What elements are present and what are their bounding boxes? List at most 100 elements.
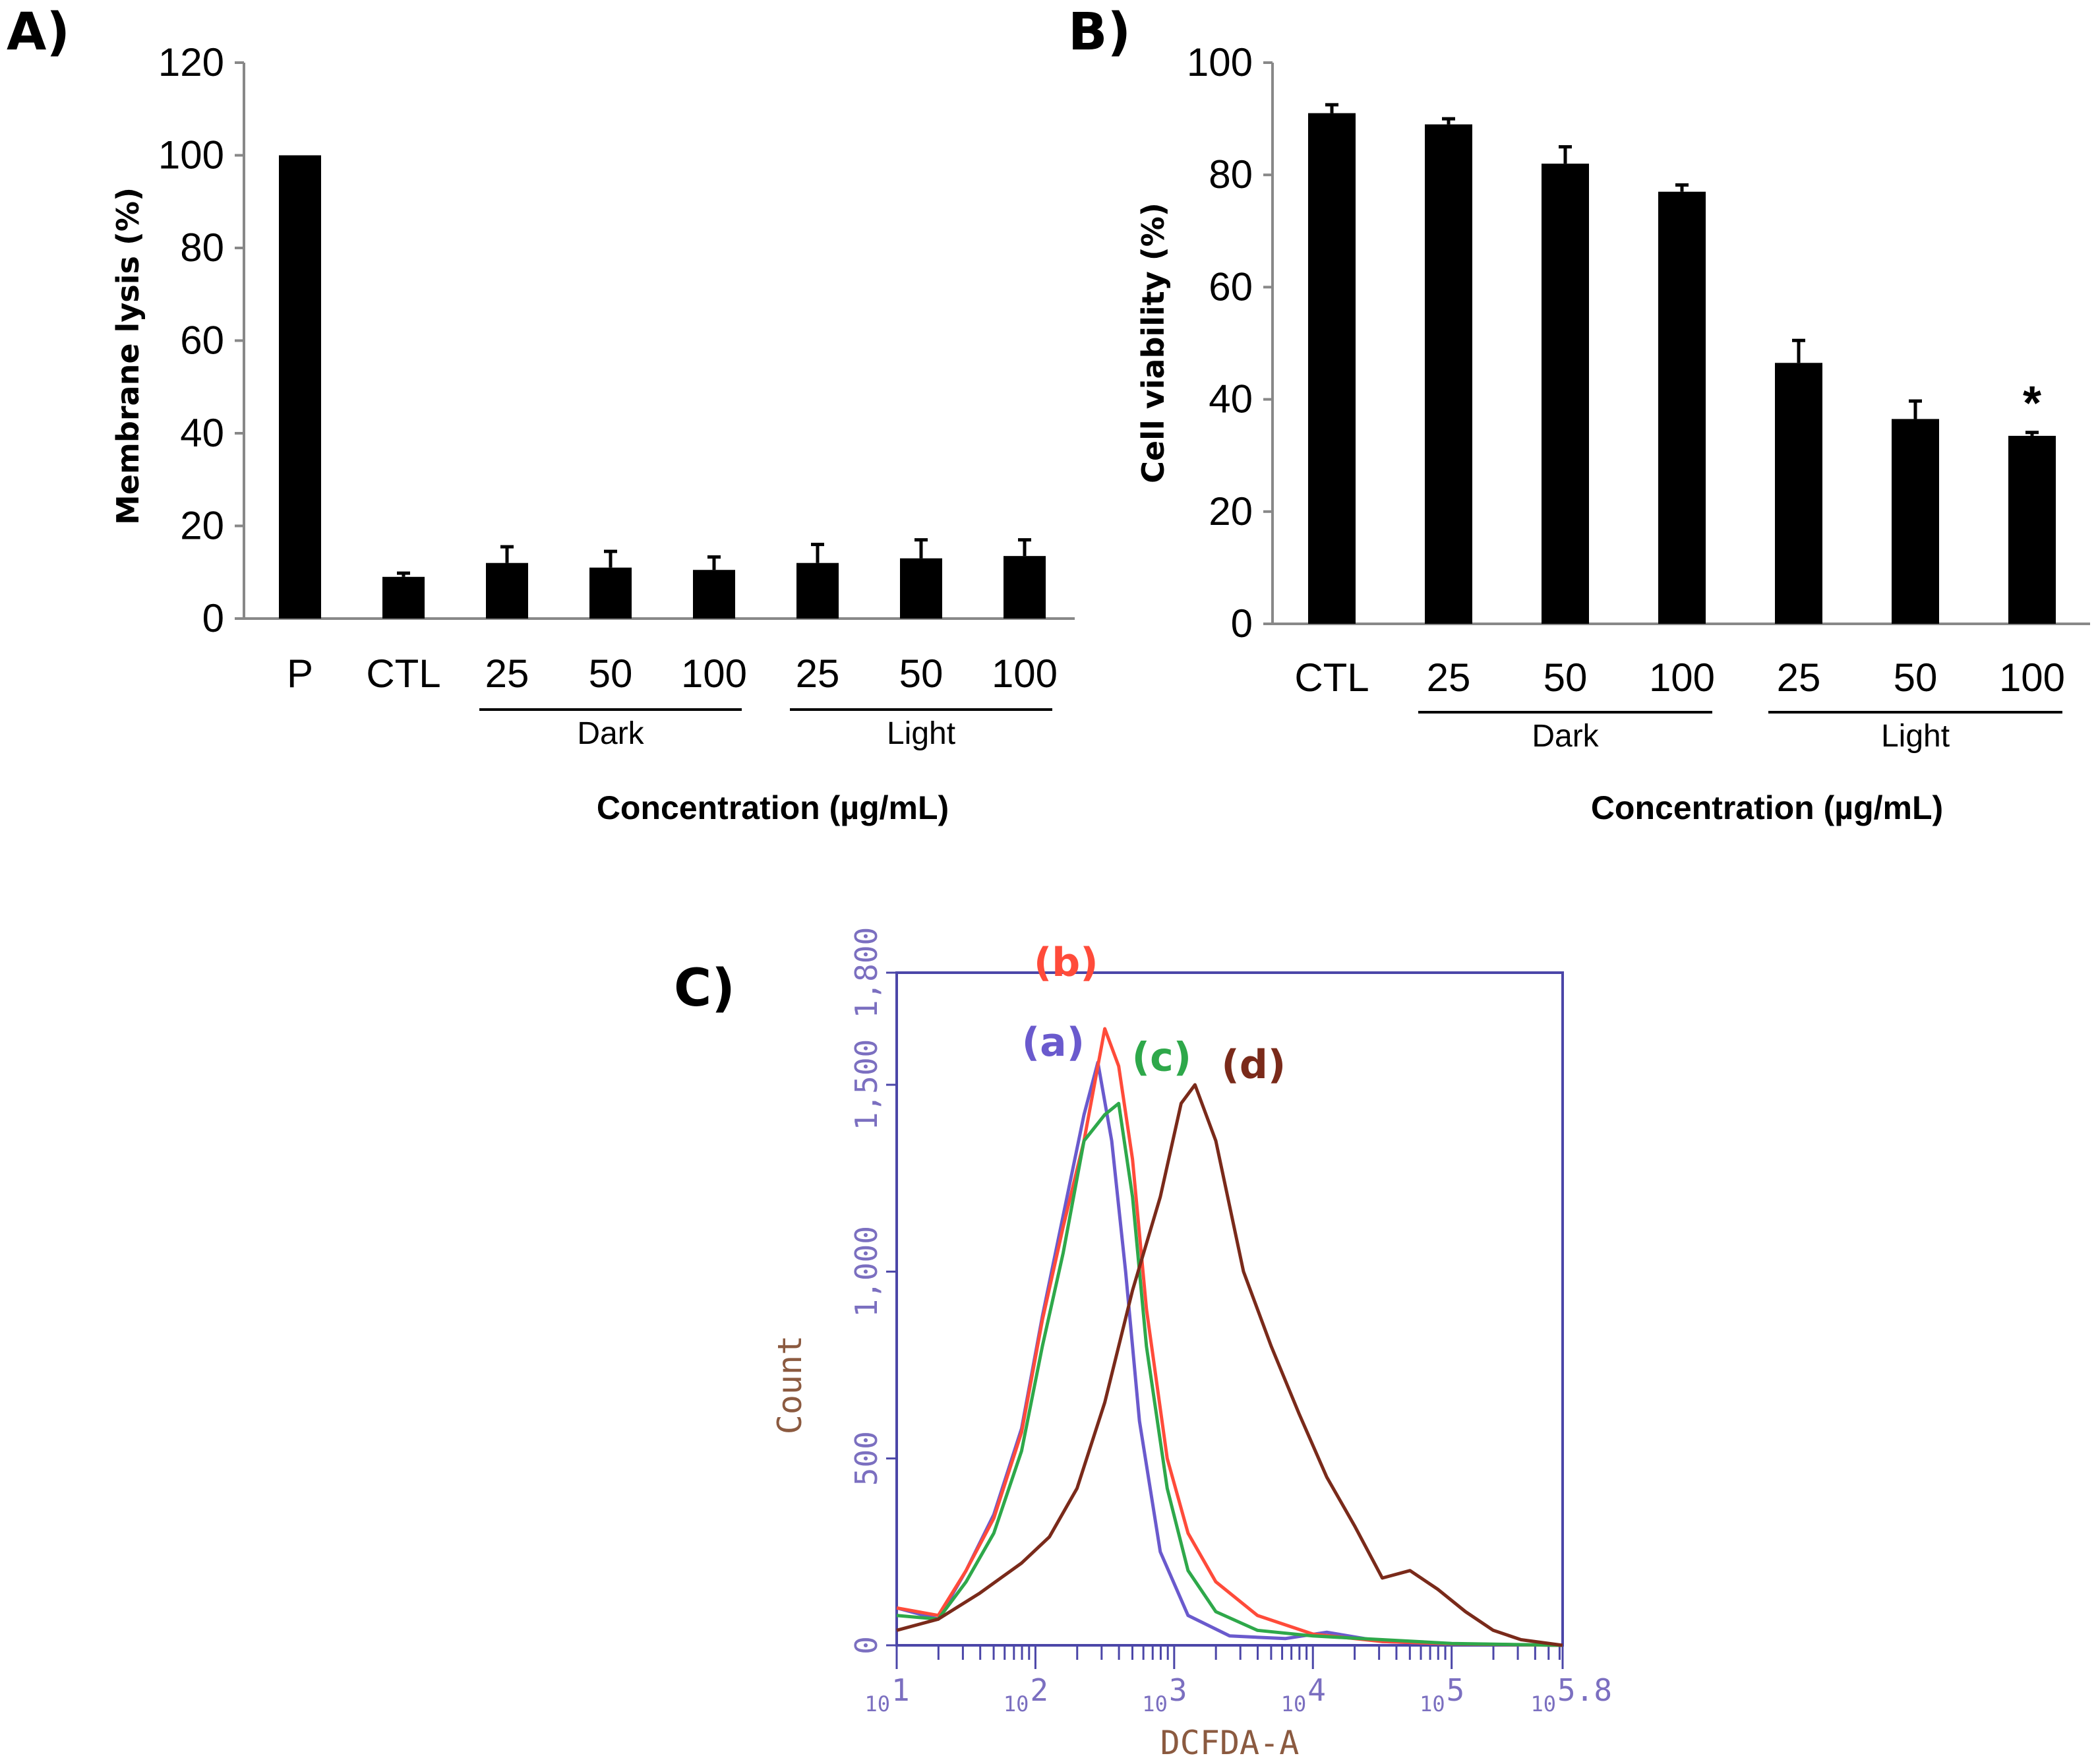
x-tick-base: 10 — [1281, 1691, 1307, 1717]
group-label: Light — [1881, 719, 1950, 754]
panel-a-bars — [279, 155, 1046, 619]
y-tick-label: 100 — [158, 133, 224, 177]
y-tick-label: 100 — [1187, 40, 1253, 84]
category-label: 50 — [899, 652, 944, 696]
y-tick-label: 1,500 — [849, 1039, 884, 1130]
category-label: CTL — [366, 652, 440, 696]
panel-a-categories: P CTL 25 50 100 25 50 100 — [287, 652, 1058, 696]
y-tick-label: 1,000 — [849, 1226, 884, 1317]
panel-c-series — [896, 1027, 1563, 1647]
y-tick-label: 40 — [180, 411, 224, 455]
bar — [1425, 124, 1472, 624]
y-tick-label: 500 — [849, 1431, 884, 1486]
panel-c-x-minor-ticks — [937, 1645, 1561, 1660]
x-tick-label: 10 5 — [1420, 1672, 1464, 1717]
y-tick-label: 0 — [202, 596, 224, 640]
y-tick-label: 40 — [1209, 377, 1253, 421]
y-tick-label: 120 — [158, 40, 224, 84]
panel-a-groups: Dark Light — [479, 708, 1052, 751]
x-tick-label: 10 1 — [864, 1672, 909, 1717]
bar — [1775, 363, 1822, 624]
x-tick-base: 10 — [1142, 1691, 1168, 1717]
panel-a-y-axis-label: Membrane lysis (%) — [110, 187, 146, 525]
y-tick-label: 20 — [180, 504, 224, 548]
panel-c-y-ticks: 0 500 1,000 1,500 1,800 — [849, 927, 897, 1655]
category-label: 100 — [1999, 655, 2065, 700]
panel-b-categories: CTL 25 50 100 25 50 100 — [1294, 655, 2065, 700]
x-tick-base: 10 — [1004, 1691, 1029, 1717]
category-label: 50 — [589, 652, 633, 696]
bar — [1004, 556, 1046, 619]
panel-b-label: B) — [1068, 3, 1131, 62]
group-label: Dark — [1532, 719, 1599, 754]
bar — [2008, 435, 2056, 624]
bar — [1892, 419, 1939, 624]
significance-marker: * — [2023, 377, 2041, 430]
panel-a-y-ticks: 0 20 40 60 80 100 120 — [158, 40, 244, 640]
series-label: (b) — [1034, 940, 1098, 986]
panel-c-x-axis-label: DCFDA-A — [1160, 1724, 1300, 1762]
group-label: Light — [887, 716, 955, 751]
bar — [1658, 191, 1706, 624]
category-label: P — [287, 652, 313, 696]
panel-b: B) Cell viability (%) 0 20 40 60 80 100 CTL 25… — [1068, 3, 2090, 826]
panel-a-label: A) — [7, 3, 70, 62]
y-tick-label: 0 — [1231, 601, 1253, 646]
x-tick-exponent: 5 — [1447, 1672, 1465, 1708]
category-label: 25 — [1777, 655, 1821, 700]
series-line — [896, 1027, 1563, 1647]
series-line — [896, 1060, 1563, 1647]
x-tick-exponent: 1 — [891, 1672, 910, 1708]
panel-a-x-axis-label: Concentration (µg/mL) — [597, 789, 949, 826]
y-tick-label: 20 — [1209, 489, 1253, 533]
panel-c-plot-frame — [895, 971, 1564, 1647]
y-tick-label: 0 — [849, 1636, 884, 1655]
y-tick-label: 60 — [1209, 264, 1253, 309]
group-label: Dark — [577, 716, 644, 751]
panel-c-label: C) — [674, 959, 735, 1018]
y-tick-label: 1,800 — [849, 927, 884, 1018]
bar — [796, 563, 839, 619]
x-tick-label: 10 5.8 — [1530, 1672, 1612, 1717]
panel-c-y-axis-label: Count — [771, 1335, 809, 1435]
bar — [1308, 113, 1356, 624]
x-tick-exponent: 2 — [1030, 1672, 1048, 1708]
bar — [279, 155, 321, 619]
bar — [382, 576, 425, 619]
series-line — [896, 1101, 1563, 1647]
category-label: 25 — [796, 652, 840, 696]
x-tick-exponent: 4 — [1307, 1672, 1326, 1708]
y-tick-label: 80 — [1209, 152, 1253, 197]
category-label: 50 — [1544, 655, 1588, 700]
bar — [1542, 164, 1589, 624]
panel-b-bars — [1308, 103, 2056, 624]
y-tick-label: 80 — [180, 226, 224, 270]
series-line — [896, 1083, 1563, 1647]
x-tick-base: 10 — [1420, 1691, 1445, 1717]
panel-b-y-ticks: 0 20 40 60 80 100 — [1187, 40, 1273, 646]
panel-c-series-labels: (a) (b) (c) (d) — [1022, 940, 1286, 1088]
x-tick-exponent: 5.8 — [1557, 1672, 1612, 1708]
bar — [900, 558, 942, 619]
panel-b-groups: Dark Light — [1418, 711, 2062, 754]
panel-b-annotations: * — [2023, 377, 2041, 430]
category-label: 25 — [485, 652, 529, 696]
category-label: 100 — [1649, 655, 1715, 700]
x-tick-label: 10 3 — [1142, 1672, 1187, 1717]
x-tick-exponent: 3 — [1169, 1672, 1187, 1708]
category-label: CTL — [1294, 655, 1369, 700]
series-label: (d) — [1221, 1042, 1286, 1088]
x-tick-label: 10 2 — [1004, 1672, 1048, 1717]
category-label: 100 — [992, 652, 1058, 696]
bar — [486, 563, 528, 619]
series-label: (a) — [1022, 1019, 1085, 1066]
category-label: 50 — [1894, 655, 1938, 700]
x-tick-base: 10 — [1530, 1691, 1556, 1717]
bar — [693, 570, 735, 619]
panel-a: A) Membrane lysis (%) 0 20 40 60 80 100 120 P C… — [7, 3, 1075, 826]
category-label: 25 — [1427, 655, 1471, 700]
category-label: 100 — [681, 652, 747, 696]
x-tick-label: 10 4 — [1281, 1672, 1326, 1717]
